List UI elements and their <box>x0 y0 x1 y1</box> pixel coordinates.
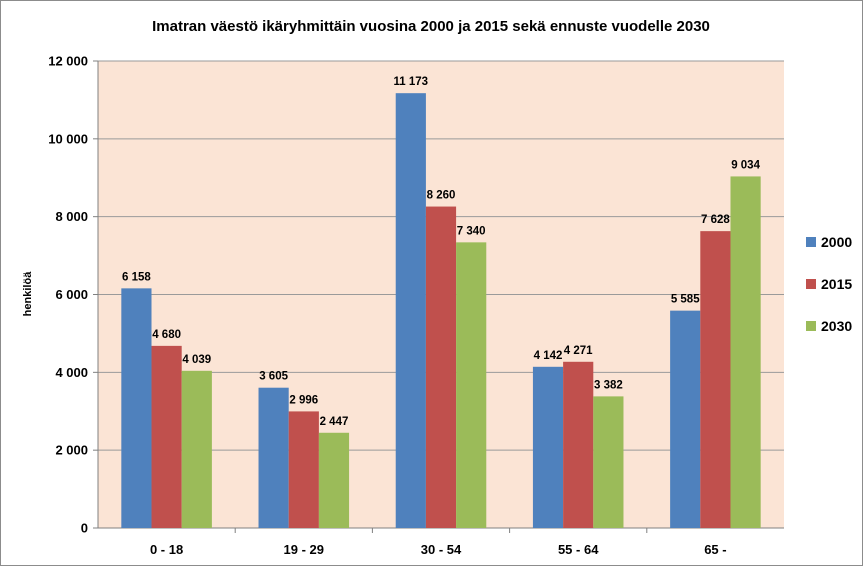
y-tick-label: 8 000 <box>55 209 88 224</box>
x-tick-label: 0 - 18 <box>150 542 183 557</box>
data-label: 4 680 <box>152 329 181 341</box>
data-label: 6 158 <box>122 271 151 283</box>
bar <box>181 370 212 528</box>
plot-area: 0 2 000 4 000 6 000 8 000 10 000 12 000 0 - 18 6… <box>48 54 784 557</box>
legend-swatch <box>806 237 816 247</box>
data-label: 2 447 <box>320 416 349 428</box>
bar <box>258 387 289 528</box>
legend-swatch <box>806 321 816 331</box>
bar <box>532 366 564 528</box>
x-tick-label: 55 - 64 <box>558 542 599 557</box>
data-label: 3 382 <box>594 379 623 391</box>
data-label: 4 142 <box>534 350 563 362</box>
legend-swatch <box>806 279 816 289</box>
bar <box>670 310 701 528</box>
bar <box>593 396 624 528</box>
data-label: 7 628 <box>701 214 730 226</box>
data-label: 4 271 <box>564 345 593 357</box>
x-tick-label: 30 - 54 <box>421 542 462 557</box>
data-label: 7 340 <box>457 225 486 237</box>
bar <box>563 361 594 528</box>
bar <box>318 432 350 528</box>
data-label: 3 605 <box>259 371 288 383</box>
y-axis-label: henkilöä <box>22 271 34 317</box>
data-label: 11 173 <box>394 76 429 88</box>
data-label: 2 996 <box>289 394 318 406</box>
legend-label: 2000 <box>821 234 852 250</box>
y-tick-label: 6 000 <box>55 287 88 302</box>
data-label: 8 260 <box>427 190 456 202</box>
bar <box>456 242 487 528</box>
y-tick-label: 10 000 <box>48 131 88 146</box>
bar <box>288 411 319 528</box>
data-label: 4 039 <box>182 354 211 366</box>
x-tick-label: 65 - <box>704 542 726 557</box>
bar <box>700 231 731 528</box>
chart-title: Imatran väestö ikäryhmittäin vuosina 200… <box>152 18 710 35</box>
legend-label: 2015 <box>821 276 852 292</box>
legend-label: 2030 <box>821 318 852 334</box>
legend: 2000 2015 2030 <box>806 234 852 334</box>
bar <box>425 206 457 528</box>
x-tick-label: 19 - 29 <box>284 542 324 557</box>
bar <box>151 345 182 528</box>
data-label: 5 585 <box>671 294 700 306</box>
y-tick-label: 12 000 <box>48 54 88 69</box>
y-tick-label: 0 <box>81 521 88 536</box>
bar <box>395 93 426 528</box>
y-tick-label: 4 000 <box>55 365 88 380</box>
bar <box>730 176 761 529</box>
data-label: 9 034 <box>731 159 760 171</box>
y-tick-label: 2 000 <box>55 443 88 458</box>
bar <box>121 288 152 528</box>
